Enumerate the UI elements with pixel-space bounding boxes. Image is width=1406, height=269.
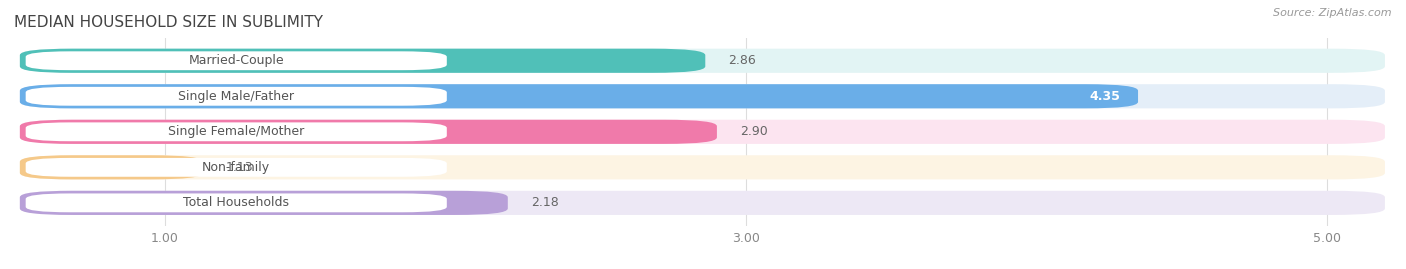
Text: Source: ZipAtlas.com: Source: ZipAtlas.com	[1274, 8, 1392, 18]
FancyBboxPatch shape	[20, 49, 706, 73]
FancyBboxPatch shape	[20, 155, 1385, 179]
Text: 2.86: 2.86	[728, 54, 756, 67]
Text: 4.35: 4.35	[1090, 90, 1121, 103]
FancyBboxPatch shape	[20, 120, 1385, 144]
Text: 2.18: 2.18	[531, 196, 558, 209]
Text: Single Male/Father: Single Male/Father	[179, 90, 294, 103]
FancyBboxPatch shape	[25, 51, 447, 70]
Text: MEDIAN HOUSEHOLD SIZE IN SUBLIMITY: MEDIAN HOUSEHOLD SIZE IN SUBLIMITY	[14, 15, 323, 30]
FancyBboxPatch shape	[20, 49, 1385, 73]
Text: Total Households: Total Households	[183, 196, 290, 209]
FancyBboxPatch shape	[25, 122, 447, 141]
FancyBboxPatch shape	[20, 84, 1137, 108]
Text: 1.13: 1.13	[226, 161, 253, 174]
FancyBboxPatch shape	[20, 84, 1385, 108]
FancyBboxPatch shape	[20, 155, 202, 179]
FancyBboxPatch shape	[25, 87, 447, 106]
FancyBboxPatch shape	[20, 191, 1385, 215]
Text: Non-family: Non-family	[202, 161, 270, 174]
Text: Married-Couple: Married-Couple	[188, 54, 284, 67]
FancyBboxPatch shape	[20, 191, 508, 215]
FancyBboxPatch shape	[20, 120, 717, 144]
Text: 2.90: 2.90	[740, 125, 768, 138]
FancyBboxPatch shape	[25, 158, 447, 177]
Text: Single Female/Mother: Single Female/Mother	[169, 125, 304, 138]
FancyBboxPatch shape	[25, 193, 447, 212]
